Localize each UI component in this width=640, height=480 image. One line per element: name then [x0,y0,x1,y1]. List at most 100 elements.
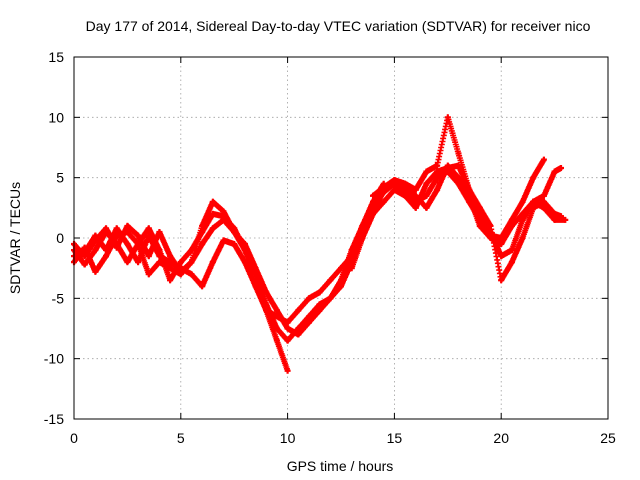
x-tick-label: 15 [387,430,403,446]
data-point [209,198,216,205]
data-point [156,228,163,235]
data-point [199,241,206,248]
data-point [220,237,227,244]
data-point [124,241,131,248]
data-point [455,180,462,187]
data-point [508,216,515,223]
data-point [92,268,99,275]
data-point [423,168,430,175]
data-point [145,271,152,278]
y-tick-label: -5 [52,290,65,306]
data-point [124,222,131,229]
data-point [273,307,280,314]
x-tick-label: 10 [280,430,296,446]
data-point [519,216,526,223]
data-point [434,186,441,193]
y-tick-label: 5 [56,170,64,186]
data-point [466,186,473,193]
data-point [558,165,565,172]
data-point [444,165,451,172]
data-point [231,228,238,235]
data-point [135,232,142,239]
data-point [305,319,312,326]
x-axis-label: GPS time / hours [287,458,394,474]
data-point [558,213,565,220]
data-point [455,150,462,157]
data-point [455,162,462,169]
data-point [284,337,291,344]
data-point [295,331,302,338]
data-point [402,186,409,193]
y-tick-label: 10 [48,109,64,125]
axis-ticks: 0 5 10 15 20 25 -15 -10 -5 0 5 10 15 [44,49,616,446]
data-point [113,225,120,232]
x-tick-label: 25 [600,430,616,446]
data-point [327,295,334,302]
y-tick-label: -15 [44,411,64,427]
data-point [273,337,280,344]
y-tick-label: -10 [44,351,64,367]
data-point [380,198,387,205]
data-point [209,259,216,266]
data-point [540,156,547,163]
data-point [81,261,88,268]
data-point [530,198,537,205]
data-point [370,210,377,217]
data-point [167,253,174,260]
data-point [487,222,494,229]
data-point [402,192,409,199]
data-point [231,241,238,248]
data-point [380,184,387,191]
x-tick-label: 0 [70,430,78,446]
data-point [209,225,216,232]
data-point [199,222,206,229]
data-point [498,241,505,248]
data-point [273,325,280,332]
data-point [519,198,526,205]
data-point [316,307,323,314]
data-point [519,235,526,241]
data-point [188,259,195,266]
data-point [81,253,88,260]
data-point [508,247,515,254]
y-tick-label: 0 [56,230,64,246]
data-point [241,241,248,248]
data-point [316,289,323,296]
data-point [263,289,270,296]
data-point [423,180,430,187]
data-point [92,237,99,244]
data-point [156,247,163,254]
data-point [338,283,344,290]
data-point [423,192,430,199]
data-point [562,216,569,223]
data-point [498,235,505,241]
data-point [113,244,120,251]
data-point [252,265,259,272]
series-trace-6 [370,114,565,260]
data-point [188,271,195,278]
data-point [444,114,451,121]
data-point [305,295,312,302]
data-point [135,259,142,266]
x-tick-label: 5 [177,430,185,446]
data-point [359,222,366,229]
data-point [391,177,398,184]
data-point [391,186,398,193]
data-point [412,204,419,211]
data-point [551,216,558,223]
data-point [241,259,248,266]
y-axis-label: SDTVAR / TECUs [7,182,23,294]
data-point [167,277,174,284]
x-tick-label: 20 [493,430,509,446]
y-tick-label: 15 [48,49,64,65]
data-point [145,253,152,260]
series-trace-7 [370,162,565,284]
data-point [348,265,355,272]
data-point [295,307,302,314]
data-point [220,208,227,215]
data-point [476,204,483,211]
data-point [530,204,537,211]
data-point [402,180,409,187]
